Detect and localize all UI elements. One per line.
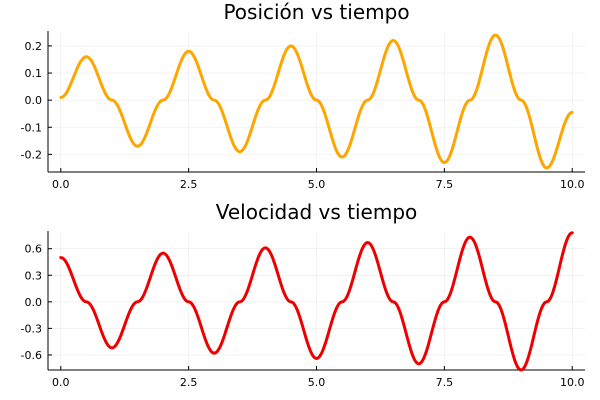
velocity-y-tick-label: 0.6 xyxy=(25,243,43,256)
position-series-line xyxy=(59,33,574,170)
position-y-tick-label: 0.0 xyxy=(25,94,43,107)
position-y-tick-label: -0.2 xyxy=(21,148,42,161)
position-chart: 0.0 2.5 5.0 7.5 10.0 -0.2 -0.1 0.0 0.1 0.2 Posició… xyxy=(21,0,585,191)
position-x-tick-label: 0.0 xyxy=(52,178,70,191)
velocity-x-tick-label: 10.0 xyxy=(560,376,585,389)
velocity-chart: 0.0 2.5 5.0 7.5 10.0 -0.6 -0.3 0.0 0.3 0.6 Velocid… xyxy=(21,200,585,389)
velocity-y-tick-label: 0.3 xyxy=(25,269,43,282)
velocity-y-tick-label: -0.6 xyxy=(21,349,42,362)
position-chart-title: Posición vs tiempo xyxy=(223,0,409,24)
position-y-tick-label: 0.2 xyxy=(25,40,43,53)
velocity-x-tick-label: 7.5 xyxy=(436,376,454,389)
velocity-y-tick-label: -0.3 xyxy=(21,322,42,335)
velocity-chart-title: Velocidad vs tiempo xyxy=(216,200,418,224)
velocity-x-tick-label: 5.0 xyxy=(308,376,326,389)
velocity-y-tick-label: 0.0 xyxy=(25,296,43,309)
position-x-tick-label: 10.0 xyxy=(560,178,585,191)
position-x-tick-label: 5.0 xyxy=(308,178,326,191)
position-y-tick-label: -0.1 xyxy=(21,121,42,134)
velocity-series-line xyxy=(59,231,574,372)
position-x-tick-label: 7.5 xyxy=(436,178,454,191)
velocity-x-tick-label: 2.5 xyxy=(180,376,198,389)
position-x-tick-label: 2.5 xyxy=(180,178,198,191)
velocity-x-tick-label: 0.0 xyxy=(52,376,70,389)
position-y-tick-label: 0.1 xyxy=(25,67,43,80)
